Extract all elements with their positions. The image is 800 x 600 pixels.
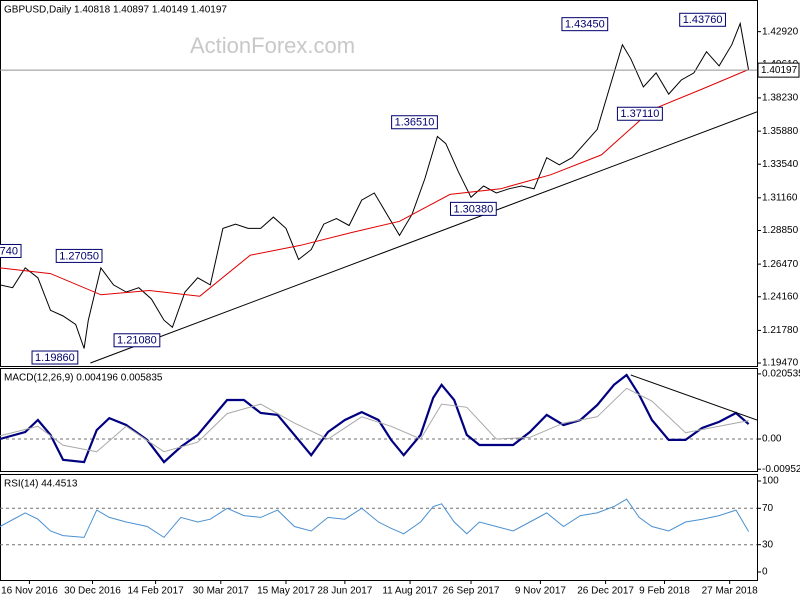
x-tick-label: 26 Sep 2017 [443, 586, 500, 597]
y-tick-label: 1.42920 [762, 26, 799, 37]
panel-frame [0, 368, 758, 472]
annotation-label: 1.43760 [683, 14, 723, 26]
last-price-box [757, 62, 800, 78]
x-tick-label: 9 Feb 2018 [639, 586, 690, 597]
y-tick-label: 1.31160 [762, 192, 798, 203]
y-tick-label: 1.21780 [762, 325, 799, 336]
annotation-box [55, 248, 103, 263]
x-tick-label: 15 May 2017 [257, 586, 315, 597]
panel-frame [0, 0, 758, 367]
series-line [0, 373, 750, 464]
y-tick-label: 0.020535 [762, 369, 800, 380]
series-line [0, 498, 750, 539]
y-tick-label: -0.009529 [762, 464, 800, 475]
annotation-label: 1.43450 [565, 19, 605, 31]
series-line [0, 21, 750, 349]
y-tick-label: 1.26470 [762, 259, 799, 270]
x-tick-label: 28 Jun 2017 [317, 586, 372, 597]
x-tick-label: 27 Mar 2018 [702, 586, 759, 597]
annotation-box [561, 17, 609, 32]
x-tick-label: 16 Nov 2016 [1, 586, 58, 597]
annotation-label: 740 [0, 245, 18, 257]
trendline [630, 374, 757, 421]
panel-title: MACD(12,26,9) 0.004196 0.005835 [4, 373, 163, 384]
annotation-box [616, 106, 663, 121]
y-tick-label: 30 [762, 539, 774, 550]
x-tick-label: 26 Dec 2017 [577, 586, 634, 597]
watermark: ActionForex.com [190, 33, 355, 58]
annotation-label: 1.19860 [35, 352, 75, 364]
x-tick-label: 30 Mar 2017 [193, 586, 250, 597]
y-tick-label: 1.38230 [762, 93, 799, 104]
last-price-label: 1.40197 [761, 65, 798, 76]
y-tick-label: 0 [762, 567, 768, 578]
annotation-label: 1.37110 [620, 108, 659, 120]
annotation-box [31, 350, 79, 365]
annotation-box [0, 243, 22, 258]
x-tick-label: 14 Feb 2017 [128, 586, 185, 597]
annotation-box [391, 115, 438, 130]
annotation-label: 1.27050 [59, 250, 99, 262]
annotation-box [449, 201, 497, 216]
y-tick-label: 1.33540 [762, 159, 799, 170]
series-line [0, 69, 749, 297]
y-tick-label: 1.28850 [762, 225, 799, 236]
y-tick-label: 1.35880 [762, 126, 799, 137]
panel-title: RSI(14) 44.4513 [4, 479, 78, 490]
y-tick-label: 100 [762, 476, 779, 487]
trendline [90, 111, 757, 364]
annotation-label: 1.21080 [117, 335, 157, 347]
y-tick-label: 70 [762, 503, 774, 514]
x-tick-label: 9 Nov 2017 [515, 586, 567, 597]
y-tick-label: 1.19470 [762, 358, 799, 369]
annotation-label: 1.30380 [453, 203, 493, 215]
annotation-label: 1.36510 [395, 117, 435, 129]
panel-frame [0, 474, 758, 581]
x-tick-label: 30 Dec 2016 [64, 586, 121, 597]
annotation-box [113, 333, 161, 348]
panel-title: GBPUSD,Daily 1.40818 1.40897 1.40149 1.4… [4, 5, 227, 16]
series-line [0, 387, 749, 453]
x-tick-label: 11 Aug 2017 [382, 586, 438, 597]
y-tick-label: 1.24160 [762, 291, 799, 302]
annotation-box [679, 12, 726, 27]
y-tick-label: 0.00 [762, 434, 782, 445]
